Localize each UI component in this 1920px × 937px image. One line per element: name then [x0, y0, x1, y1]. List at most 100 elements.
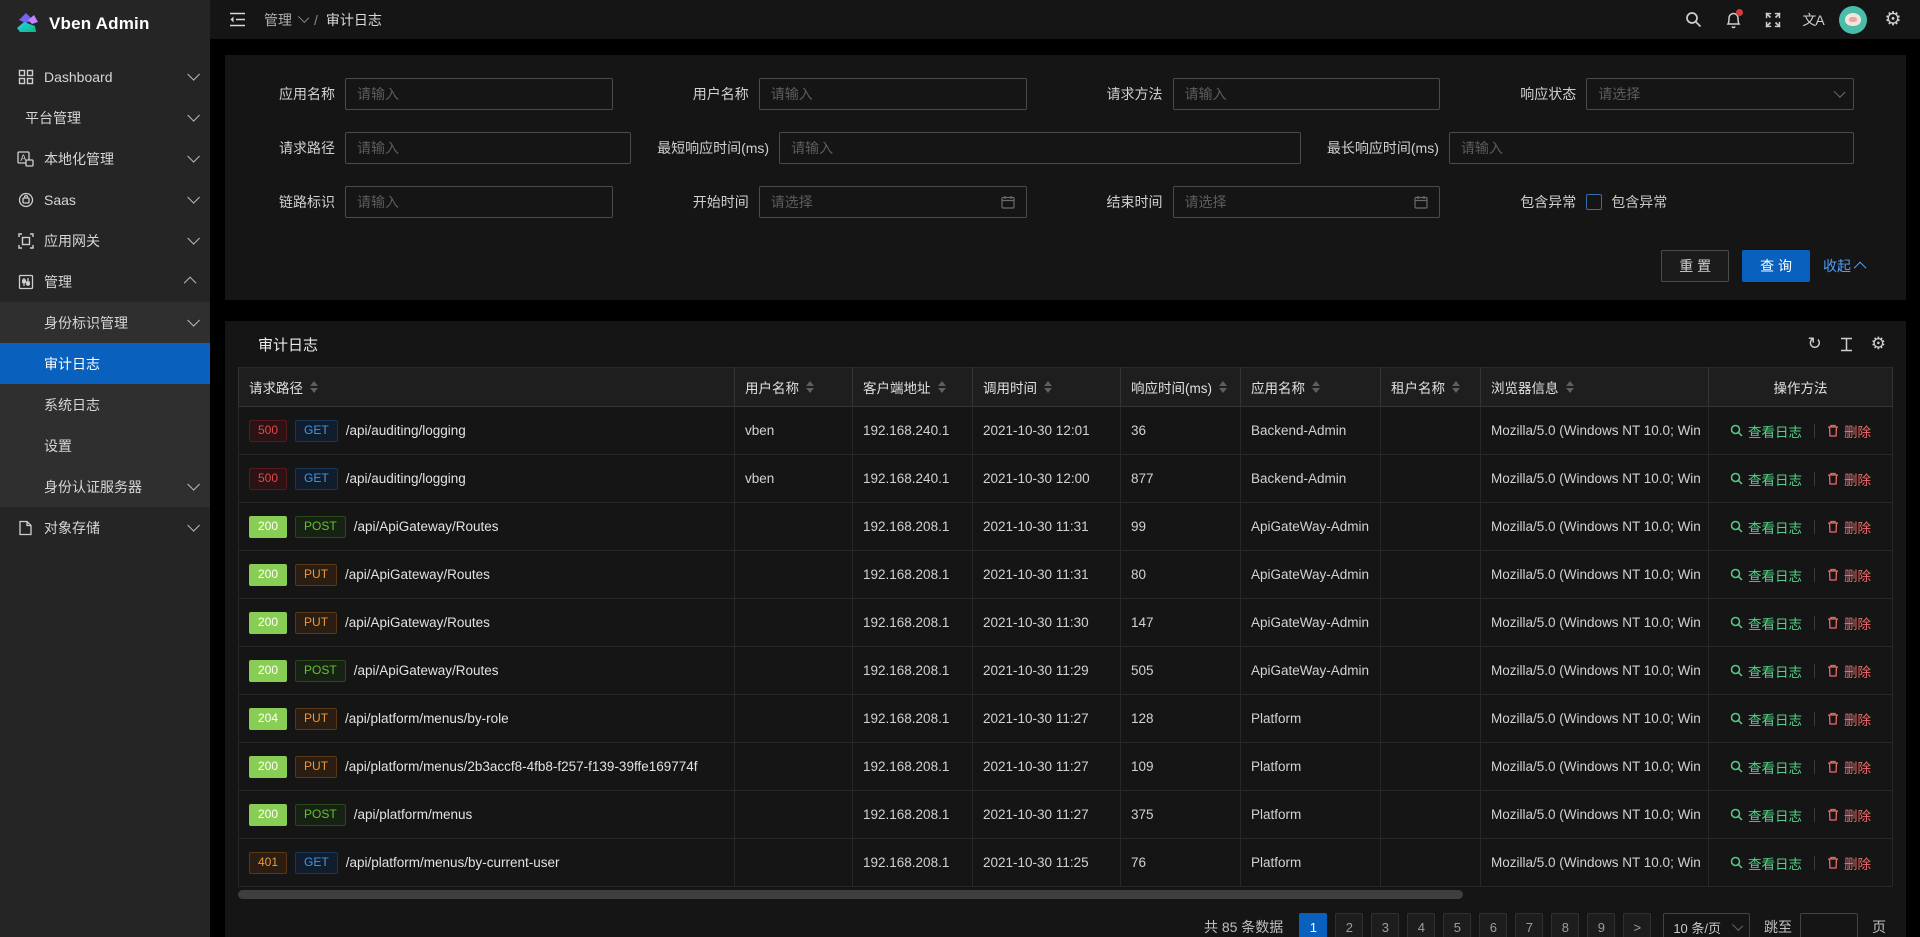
fullscreen-icon[interactable] [1756, 3, 1790, 37]
sidebar-item-身份认证服务器[interactable]: 身份认证服务器 [0, 466, 210, 507]
text-input-field[interactable]: 请输入 [345, 78, 613, 110]
page-button-2[interactable]: 2 [1335, 913, 1364, 937]
sidebar-item-对象存储[interactable]: 对象存储 [0, 507, 210, 548]
checkbox-box[interactable] [1586, 194, 1603, 210]
reset-button[interactable]: 重 置 [1661, 250, 1730, 282]
date-picker-field[interactable]: 请选择 [758, 186, 1027, 218]
page-button-7[interactable]: 7 [1515, 913, 1544, 937]
column-settings-icon[interactable]: ⚙ [1870, 334, 1886, 353]
sidebar-item-设置[interactable]: 设置 [0, 425, 210, 466]
chevron-up-icon [1853, 261, 1867, 274]
view-log-button[interactable]: 查看日志 [1730, 613, 1802, 633]
column-header-租户名称[interactable]: 租户名称 [1381, 367, 1481, 407]
scrollbar-thumb[interactable] [238, 890, 1463, 899]
text-input-field[interactable]: 请输入 [758, 78, 1027, 110]
text-input-field[interactable]: 请输入 [345, 186, 613, 218]
breadcrumb-item[interactable]: 管理 [264, 10, 310, 30]
page-button-5[interactable]: 5 [1443, 913, 1472, 937]
sidebar-item-身份标识管理[interactable]: 身份标识管理 [0, 302, 210, 343]
delete-button[interactable]: 删除 [1827, 709, 1871, 729]
delete-button[interactable]: 删除 [1827, 805, 1871, 825]
page-button-3[interactable]: 3 [1371, 913, 1400, 937]
search-icon[interactable] [1676, 3, 1710, 37]
view-log-button[interactable]: 查看日志 [1730, 853, 1802, 873]
sort-icon[interactable] [1565, 381, 1574, 393]
view-log-button[interactable]: 查看日志 [1730, 565, 1802, 585]
page-button-4[interactable]: 4 [1407, 913, 1436, 937]
sort-icon[interactable] [1452, 381, 1460, 393]
column-header-请求路径[interactable]: 请求路径 [238, 367, 735, 407]
column-header-操作方法[interactable]: 操作方法 [1709, 367, 1893, 407]
next-page-button[interactable]: > [1623, 913, 1652, 937]
breadcrumb-item[interactable]: 审计日志 [326, 10, 382, 30]
text-input-field[interactable]: 请输入 [1448, 132, 1854, 164]
view-log-button[interactable]: 查看日志 [1730, 421, 1802, 441]
column-header-应用名称[interactable]: 应用名称 [1241, 367, 1381, 407]
page-button-1[interactable]: 1 [1299, 913, 1328, 937]
view-log-button[interactable]: 查看日志 [1730, 757, 1802, 777]
column-header-客户端地址[interactable]: 客户端地址 [853, 367, 973, 407]
delete-button[interactable]: 删除 [1827, 853, 1871, 873]
sidebar-item-Saas[interactable]: Saas [0, 179, 210, 220]
cell-tenant-name [1381, 551, 1481, 599]
sidebar-item-本地化管理[interactable]: A 本地化管理 [0, 138, 210, 179]
delete-button[interactable]: 删除 [1827, 661, 1871, 681]
collapse-filter-button[interactable]: 收起 [1823, 256, 1867, 276]
cell-tenant-name [1381, 455, 1481, 503]
sort-icon[interactable] [1219, 381, 1227, 393]
breadcrumb: 管理 / 审计日志 [264, 10, 382, 30]
sidebar-item-审计日志[interactable]: 审计日志 [0, 343, 210, 384]
refresh-icon[interactable]: ↻ [1807, 334, 1822, 353]
text-input-field[interactable]: 请输入 [779, 132, 1301, 164]
sidebar-item-系统日志[interactable]: 系统日志 [0, 384, 210, 425]
notification-bell-icon[interactable] [1716, 3, 1750, 37]
page-button-6[interactable]: 6 [1479, 913, 1508, 937]
sort-icon[interactable] [937, 381, 946, 393]
view-log-button[interactable]: 查看日志 [1730, 469, 1802, 489]
sort-icon[interactable] [310, 381, 318, 393]
sort-icon[interactable] [1312, 381, 1320, 393]
cell-browser-info: Mozilla/5.0 (Windows NT 10.0; Win [1481, 743, 1709, 791]
delete-button[interactable]: 删除 [1827, 757, 1871, 777]
delete-button[interactable]: 删除 [1827, 421, 1871, 441]
search-button[interactable]: 查 询 [1742, 250, 1810, 282]
chevron-down-icon [187, 232, 200, 245]
field-label: 开始时间 [692, 194, 749, 210]
jump-suffix: 页 [1872, 919, 1886, 935]
app-logo[interactable]: Vben Admin [0, 0, 210, 48]
select-field[interactable]: 请选择 [1586, 78, 1854, 110]
sidebar-item-应用网关[interactable]: 应用网关 [0, 220, 210, 261]
locale-icon[interactable]: 文A [1802, 11, 1824, 28]
column-header-用户名称[interactable]: 用户名称 [735, 367, 853, 407]
column-header-调用时间[interactable]: 调用时间 [973, 367, 1121, 407]
page-size-select[interactable]: 10 条/页 [1663, 913, 1750, 937]
include-exception-checkbox[interactable]: 包含异常 [1586, 192, 1667, 212]
date-picker-field[interactable]: 请选择 [1172, 186, 1441, 218]
view-log-button[interactable]: 查看日志 [1730, 805, 1802, 825]
sort-icon[interactable] [806, 381, 814, 393]
row-height-icon[interactable] [1839, 337, 1854, 352]
cell-tenant-name [1381, 791, 1481, 839]
delete-button[interactable]: 删除 [1827, 565, 1871, 585]
column-header-浏览器信息[interactable]: 浏览器信息 [1481, 367, 1709, 407]
view-log-button[interactable]: 查看日志 [1730, 517, 1802, 537]
text-input-field[interactable]: 请输入 [1172, 78, 1441, 110]
delete-button[interactable]: 删除 [1827, 517, 1871, 537]
sidebar-item-Dashboard[interactable]: Dashboard [0, 56, 210, 97]
avatar[interactable] [1836, 3, 1870, 37]
view-log-button[interactable]: 查看日志 [1730, 661, 1802, 681]
delete-button[interactable]: 删除 [1827, 469, 1871, 489]
page-button-8[interactable]: 8 [1551, 913, 1580, 937]
sort-icon[interactable] [1044, 381, 1052, 393]
menu-fold-icon[interactable] [222, 5, 252, 35]
page-button-9[interactable]: 9 [1587, 913, 1616, 937]
settings-gear-icon[interactable]: ⚙ [1884, 9, 1902, 30]
view-log-button[interactable]: 查看日志 [1730, 709, 1802, 729]
jump-page-input[interactable] [1800, 913, 1858, 937]
delete-button[interactable]: 删除 [1827, 613, 1871, 633]
sidebar-item-平台管理[interactable]: 平台管理 [0, 97, 210, 138]
sidebar-item-管理[interactable]: 管理 [0, 261, 210, 302]
text-input-field[interactable]: 请输入 [345, 132, 632, 164]
column-header-响应时间(ms)[interactable]: 响应时间(ms) [1121, 367, 1241, 407]
